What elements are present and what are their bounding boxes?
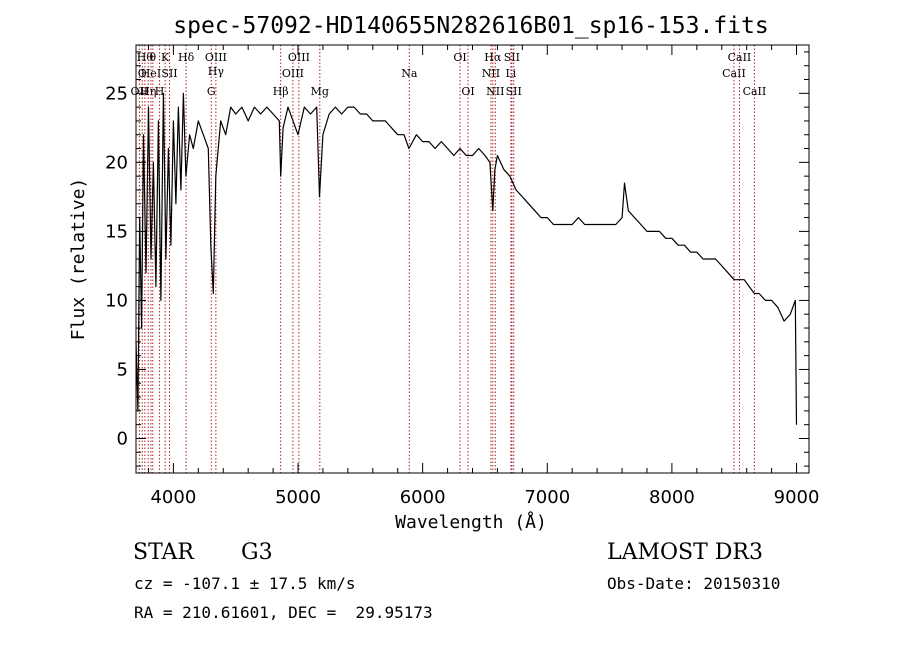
x-tick-label: 7000 — [524, 487, 570, 508]
line-marker-label: K — [161, 51, 170, 64]
line-marker-label: OI — [453, 51, 466, 64]
line-marker-label: O — [138, 67, 147, 80]
line-marker-label: Hη — [140, 85, 156, 98]
line-marker-label: HeI — [141, 67, 161, 80]
redshift-text: cz = -107.1 ± 17.5 km/s — [134, 574, 356, 593]
y-tick-label: 0 — [117, 428, 128, 449]
x-tick-label: 4000 — [150, 487, 196, 508]
line-marker-label: CaII — [728, 51, 752, 64]
line-marker-label: Mg — [311, 85, 329, 98]
survey-name: LAMOST DR3 — [607, 540, 763, 565]
x-tick-label: 5000 — [275, 487, 321, 508]
chart-title: spec-57092-HD140655N282616B01_sp16-153.f… — [173, 13, 768, 39]
line-marker-label: θ — [150, 51, 157, 64]
x-tick-label: 6000 — [400, 487, 446, 508]
y-tick-label: 10 — [105, 290, 128, 311]
line-marker-label: Li — [505, 67, 516, 80]
line-marker-label: OI — [461, 85, 474, 98]
obs-date-text: Obs-Date: 20150310 — [607, 574, 781, 593]
line-marker-label: Hγ — [208, 65, 225, 78]
x-tick-label: 8000 — [649, 487, 695, 508]
line-marker-label: NII — [482, 67, 500, 80]
x-tick-label: 9000 — [774, 487, 820, 508]
y-tick-label: 25 — [105, 83, 128, 104]
line-marker-label: SII — [161, 67, 177, 80]
y-tick-label: 20 — [105, 152, 128, 173]
line-marker-label: NII — [486, 85, 504, 98]
line-marker-label: Hα — [484, 51, 502, 64]
y-tick-label: 5 — [117, 359, 128, 380]
coordinates-text: RA = 210.61601, DEC = 29.95173 — [134, 603, 433, 622]
line-marker-label: G — [207, 85, 216, 98]
line-marker-label: OIII — [205, 51, 227, 64]
series-group — [135, 92, 798, 425]
line-marker-label: CaII — [722, 67, 746, 80]
line-marker-label: Hθ — [137, 51, 154, 64]
line-marker-label: CaII — [743, 85, 767, 98]
spectrum-line-0 — [135, 92, 798, 425]
object-class: STAR — [133, 540, 194, 565]
line-marker-label: Na — [401, 67, 418, 80]
y-axis-label: Flux (relative) — [68, 178, 89, 341]
line-marker-label: Hδ — [178, 51, 195, 64]
x-axis-label: Wavelength (Å) — [395, 511, 547, 533]
y-axis: 0 5 10 15 20 25 — [105, 51, 809, 467]
line-markers: OIIOHθHηHeIθHKSIIHδGOIIIHγHβOIIIOIIIMgNa… — [131, 45, 767, 473]
line-marker-label: OIII — [288, 51, 310, 64]
x-axis: 4000 5000 6000 7000 8000 9000 — [147, 45, 820, 508]
spectral-subclass: G3 — [241, 540, 273, 565]
line-marker-label: H — [155, 85, 165, 98]
y-tick-label: 15 — [105, 221, 128, 242]
line-marker-label: OII — [131, 85, 149, 98]
line-marker-label: OIII — [282, 67, 304, 80]
line-marker-label: SII — [506, 85, 522, 98]
line-marker-label: Hβ — [273, 85, 289, 98]
line-marker-label: SII — [504, 51, 520, 64]
